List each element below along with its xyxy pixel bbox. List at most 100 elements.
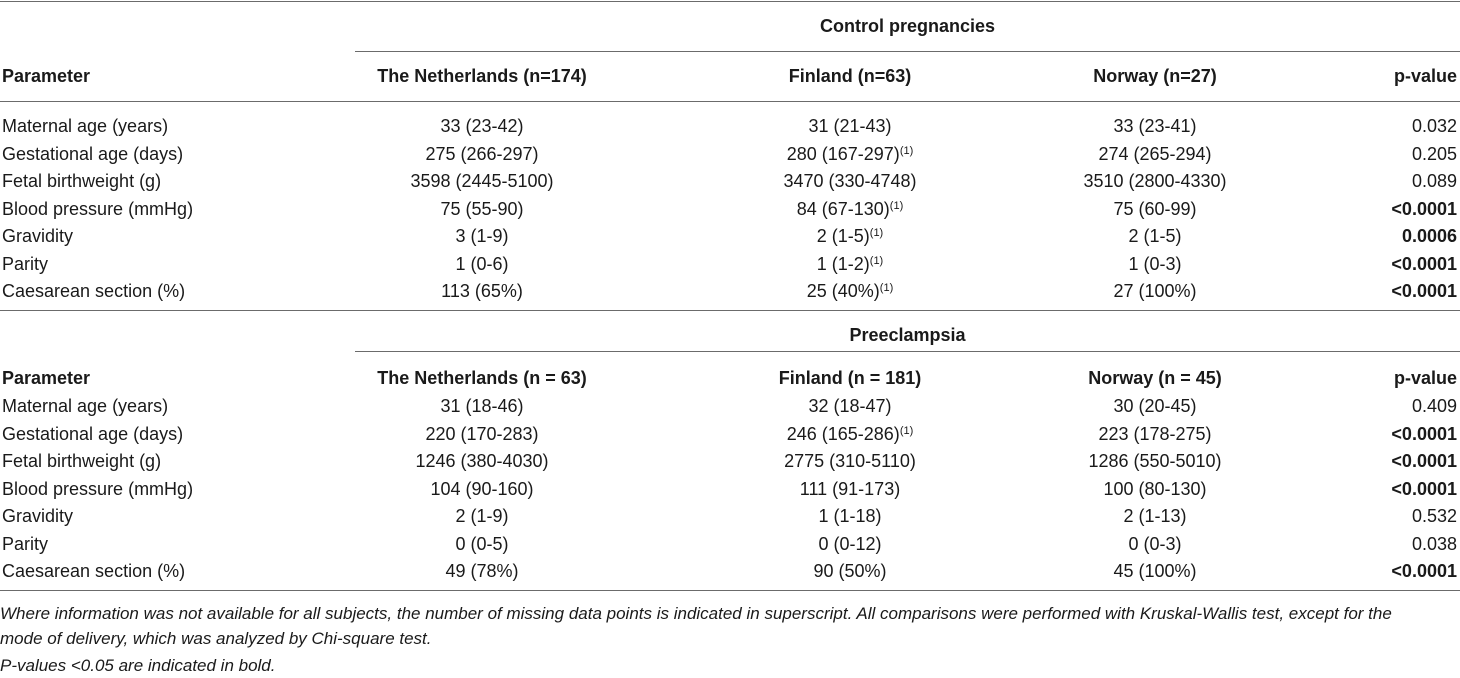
header-parameter: Parameter bbox=[2, 368, 91, 388]
footnote-line-3: P-values <0.05 are indicated in bold. bbox=[0, 656, 276, 675]
netherlands-cell: 104 (90-160) bbox=[332, 476, 632, 503]
norway-cell-text: 100 (80-130) bbox=[1103, 478, 1207, 499]
p-value-cell: 0.089 bbox=[1412, 168, 1457, 195]
norway-cell-text: 274 (265-294) bbox=[1098, 143, 1212, 164]
p-value-cell: 0.532 bbox=[1412, 503, 1457, 530]
preeclampsia-header-row: Parameter The Netherlands (n = 63) Finla… bbox=[0, 365, 1460, 392]
finland-cell-text: 32 (18-47) bbox=[808, 396, 892, 416]
netherlands-cell-text: 275 (266-297) bbox=[425, 143, 539, 164]
norway-cell: 33 (23-41) bbox=[1005, 113, 1305, 140]
control-header-rule bbox=[0, 101, 1460, 102]
header-p-value: p-value bbox=[1393, 66, 1457, 86]
finland-cell-text: 1 (1-2) bbox=[816, 253, 870, 274]
norway-cell: 2 (1-5) bbox=[1005, 223, 1305, 250]
norway-cell: 0 (0-3) bbox=[1005, 531, 1305, 558]
p-value-cell: 0.0006 bbox=[1402, 223, 1457, 250]
parameter-cell-text: Fetal birthweight (g) bbox=[2, 451, 162, 471]
norway-cell-text: 30 (20-45) bbox=[1113, 396, 1197, 416]
netherlands-cell-text: 75 (55-90) bbox=[440, 198, 524, 219]
header-finland: Finland (n = 181) bbox=[778, 368, 922, 388]
table-bottom-rule bbox=[0, 590, 1460, 591]
p-value-cell: <0.0001 bbox=[1391, 476, 1457, 503]
norway-cell: 223 (178-275) bbox=[1005, 421, 1305, 448]
norway-cell-text: 27 (100%) bbox=[1113, 281, 1197, 301]
netherlands-cell-text: 113 (65%) bbox=[441, 281, 523, 301]
header-netherlands: The Netherlands (n=174) bbox=[377, 66, 587, 86]
finland-cell-text: 90 (50%) bbox=[813, 561, 887, 581]
parameter-cell-text: Gravidity bbox=[2, 506, 74, 526]
p-value-cell-text: <0.0001 bbox=[1391, 281, 1457, 301]
netherlands-cell: 1246 (380-4030) bbox=[332, 448, 632, 475]
parameter-cell: Blood pressure (mmHg) bbox=[2, 476, 193, 503]
netherlands-cell: 3598 (2445-5100) bbox=[332, 168, 632, 195]
norway-cell: 30 (20-45) bbox=[1005, 393, 1305, 420]
finland-cell: 1 (1-18) bbox=[700, 503, 1000, 530]
netherlands-cell-text: 3 (1-9) bbox=[455, 226, 509, 246]
p-value-cell-text: 0.532 bbox=[1411, 506, 1457, 526]
netherlands-cell-text: 2 (1-9) bbox=[455, 506, 509, 526]
parameter-cell-text: Blood pressure (mmHg) bbox=[2, 478, 194, 499]
table-row: Caesarean section (%) 49 (78%) 90 (50%) 45 … bbox=[0, 558, 1460, 585]
finland-cell-text: 246 (165-286) bbox=[786, 423, 900, 444]
finland-cell-text: 111 (91-173) bbox=[799, 478, 901, 499]
header-netherlands: The Netherlands (n = 63) bbox=[377, 368, 587, 388]
table-row: Gestational age (days) 220 (170-283) 246 (… bbox=[0, 421, 1460, 448]
norway-cell: 45 (100%) bbox=[1005, 558, 1305, 585]
parameter-cell-text: Parity bbox=[2, 533, 49, 554]
parameter-cell: Maternal age (years) bbox=[2, 113, 168, 140]
parameter-cell: Caesarean section (%) bbox=[2, 558, 185, 585]
netherlands-cell-text: 104 (90-160) bbox=[430, 478, 534, 499]
norway-cell: 100 (80-130) bbox=[1005, 476, 1305, 503]
netherlands-cell-text: 1 (0-6) bbox=[455, 253, 509, 274]
p-value-cell: <0.0001 bbox=[1391, 421, 1457, 448]
finland-cell: 31 (21-43) bbox=[700, 113, 1000, 140]
finland-cell-text: 1 (1-18) bbox=[818, 506, 882, 526]
finland-cell: 0 (0-12) bbox=[700, 531, 1000, 558]
control-section-rule bbox=[355, 51, 1460, 52]
p-value-cell: <0.0001 bbox=[1391, 251, 1457, 278]
header-norway: Norway (n=27) bbox=[1093, 66, 1217, 86]
norway-cell: 3510 (2800-4330) bbox=[1005, 168, 1305, 195]
finland-cell-text: 280 (167-297) bbox=[786, 143, 900, 164]
p-value-cell: 0.205 bbox=[1412, 141, 1457, 168]
norway-cell-text: 75 (60-99) bbox=[1113, 198, 1197, 219]
finland-cell: 280 (167-297)(1) bbox=[700, 141, 1000, 168]
p-value-cell: <0.0001 bbox=[1391, 278, 1457, 305]
p-value-cell-text: <0.0001 bbox=[1391, 478, 1457, 499]
netherlands-cell: 3 (1-9) bbox=[332, 223, 632, 250]
table-top-rule bbox=[0, 1, 1460, 2]
parameter-cell: Parity bbox=[2, 531, 48, 558]
finland-cell: 246 (165-286)(1) bbox=[700, 421, 1000, 448]
p-value-cell-text: 0.038 bbox=[1411, 533, 1457, 554]
table-row: Gestational age (days) 275 (266-297) 280 (… bbox=[0, 141, 1460, 168]
table-row: Maternal age (years) 33 (23-42) 31 (21-43)… bbox=[0, 113, 1460, 140]
table-row: Fetal birthweight (g) 3598 (2445-5100) 347… bbox=[0, 168, 1460, 195]
parameter-cell: Caesarean section (%) bbox=[2, 278, 185, 305]
netherlands-cell-text: 49 (78%) bbox=[445, 561, 519, 581]
norway-cell: 274 (265-294) bbox=[1005, 141, 1305, 168]
finland-cell: 2 (1-5)(1) bbox=[700, 223, 1000, 250]
table-row: Blood pressure (mmHg) 75 (55-90) 84 (67-13… bbox=[0, 196, 1460, 223]
control-bottom-rule bbox=[0, 310, 1460, 311]
parameter-cell-text: Maternal age (years) bbox=[2, 116, 169, 136]
netherlands-cell-text: 0 (0-5) bbox=[455, 533, 509, 554]
p-value-cell-text: <0.0001 bbox=[1391, 423, 1457, 444]
parameter-cell: Gravidity bbox=[2, 503, 73, 530]
p-value-cell-text: <0.0001 bbox=[1391, 253, 1457, 274]
control-section-title: Control pregnancies bbox=[819, 16, 996, 36]
parameter-cell-text: Caesarean section (%) bbox=[2, 561, 186, 581]
parameter-cell: Maternal age (years) bbox=[2, 393, 168, 420]
norway-cell-text: 3510 (2800-4330) bbox=[1083, 171, 1227, 191]
table-row: Gravidity 3 (1-9) 2 (1-5)(1) 2 (1-5) 0.0006 bbox=[0, 223, 1460, 250]
table-row: Parity 1 (0-6) 1 (1-2)(1) 1 (0-3) <0.0001 bbox=[0, 251, 1460, 278]
finland-cell: 1 (1-2)(1) bbox=[700, 251, 1000, 278]
table-row: Fetal birthweight (g) 1246 (380-4030) 2775… bbox=[0, 448, 1460, 475]
parameter-cell-text: Gravidity bbox=[2, 226, 74, 246]
netherlands-cell: 275 (266-297) bbox=[332, 141, 632, 168]
finland-cell-text: 31 (21-43) bbox=[808, 116, 892, 136]
finland-cell: 25 (40%)(1) bbox=[700, 278, 1000, 305]
table-row: Parity 0 (0-5) 0 (0-12) 0 (0-3) 0.038 bbox=[0, 531, 1460, 558]
finland-cell-text: 0 (0-12) bbox=[818, 533, 882, 554]
finland-cell: 84 (67-130)(1) bbox=[700, 196, 1000, 223]
p-value-cell-text: 0.205 bbox=[1411, 143, 1457, 164]
